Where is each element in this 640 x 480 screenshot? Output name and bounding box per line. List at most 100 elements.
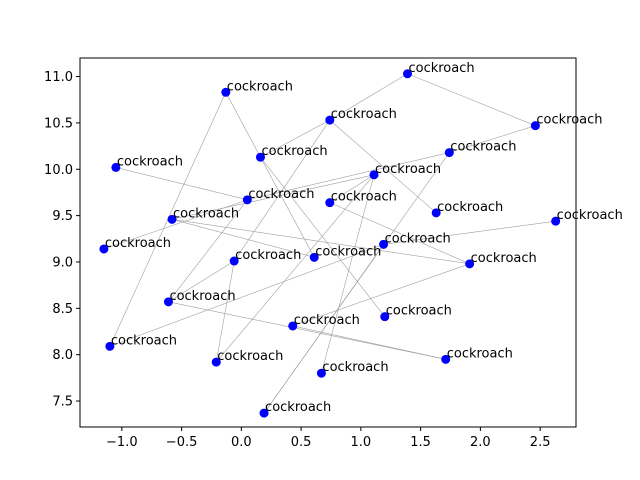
- edge-line: [115, 167, 248, 201]
- point-label: cockroach: [173, 206, 239, 221]
- point-label: cockroach: [331, 107, 397, 122]
- y-tick-label: 7.5: [52, 395, 73, 410]
- edge-line: [109, 244, 384, 347]
- data-point: [379, 239, 389, 249]
- data-point: [316, 368, 326, 378]
- x-tick-label: 0.0: [231, 435, 252, 450]
- edge-line: [329, 174, 375, 203]
- point-label: cockroach: [385, 231, 451, 246]
- edge-line: [329, 73, 408, 121]
- point-label: cockroach: [447, 346, 513, 361]
- x-tick-label: 1.0: [351, 435, 372, 450]
- point-label: cockroach: [294, 313, 360, 328]
- data-point: [465, 259, 475, 269]
- edge-line: [168, 199, 248, 303]
- point-label: cockroach: [557, 208, 623, 223]
- edge-line: [216, 174, 375, 363]
- point-label: cockroach: [315, 244, 381, 259]
- data-point: [369, 170, 379, 180]
- point-label: cockroach: [117, 154, 183, 169]
- edge-line: [449, 125, 536, 153]
- point-label: cockroach: [471, 251, 537, 266]
- point-label: cockroach: [217, 349, 283, 364]
- point-label: cockroach: [265, 400, 331, 415]
- edge-line: [329, 202, 470, 265]
- point-label: cockroach: [227, 79, 293, 94]
- y-axis: 7.5 8.0 8.5 9.0 9.5 10.0 10.5 11.0: [44, 70, 80, 410]
- edge-line: [215, 260, 235, 363]
- x-tick-label: 2.0: [470, 435, 491, 450]
- data-point: [167, 214, 177, 224]
- y-tick-label: 10.5: [44, 116, 73, 131]
- edge-line: [233, 119, 331, 262]
- data-point: [444, 148, 454, 158]
- data-point: [242, 195, 252, 205]
- x-tick-label: −1.0: [106, 435, 138, 450]
- edges-layer: [103, 73, 556, 414]
- point-label: cockroach: [450, 140, 516, 155]
- data-point: [325, 115, 335, 125]
- data-point: [229, 256, 239, 266]
- y-tick-label: 9.0: [52, 255, 73, 270]
- data-point: [402, 69, 412, 79]
- edge-line: [225, 92, 261, 158]
- edge-line: [260, 157, 386, 317]
- data-point: [288, 321, 298, 331]
- data-point: [211, 357, 221, 367]
- data-point: [163, 297, 173, 307]
- edge-line: [168, 301, 446, 360]
- data-point: [259, 408, 269, 418]
- point-label: cockroach: [111, 333, 177, 348]
- edge-line: [292, 263, 470, 327]
- x-tick-label: −0.5: [166, 435, 198, 450]
- data-point: [105, 341, 115, 351]
- point-label: cockroach: [375, 162, 441, 177]
- edge-line: [407, 73, 536, 126]
- x-tick-label: 1.5: [410, 435, 431, 450]
- data-point: [309, 252, 319, 262]
- edge-line: [292, 325, 446, 360]
- data-point: [255, 152, 265, 162]
- edge-line: [171, 174, 375, 220]
- data-point: [530, 121, 540, 131]
- point-label: cockroach: [437, 200, 503, 215]
- edge-line: [171, 219, 470, 265]
- data-point: [441, 354, 451, 364]
- y-tick-label: 11.0: [44, 70, 73, 85]
- edge-line: [329, 119, 437, 214]
- y-tick-label: 9.5: [52, 209, 73, 224]
- data-point: [551, 216, 561, 226]
- data-point: [221, 87, 231, 97]
- point-label: cockroach: [331, 190, 397, 205]
- edge-line: [321, 174, 375, 374]
- points-layer: [99, 69, 561, 418]
- x-tick-label: 2.5: [530, 435, 551, 450]
- x-tick-label: 0.5: [291, 435, 312, 450]
- y-tick-label: 8.0: [52, 348, 73, 363]
- edge-line: [260, 157, 315, 258]
- edge-line: [171, 219, 315, 258]
- data-point: [325, 198, 335, 208]
- point-label: cockroach: [322, 360, 388, 375]
- point-label: cockroach: [169, 289, 235, 304]
- point-label: cockroach: [536, 113, 602, 128]
- point-label: cockroach: [261, 144, 327, 159]
- data-point: [380, 312, 390, 322]
- labels-layer: cockroach cockroach cockroach cockroach cock…: [105, 61, 623, 415]
- point-label: cockroach: [235, 248, 301, 263]
- data-point: [431, 208, 441, 218]
- point-label: cockroach: [408, 61, 474, 76]
- edge-line: [263, 152, 450, 414]
- point-label: cockroach: [248, 187, 314, 202]
- data-point: [99, 244, 109, 254]
- y-tick-label: 8.5: [52, 302, 73, 317]
- plot-frame: [79, 57, 577, 428]
- data-point: [111, 162, 121, 172]
- point-label: cockroach: [386, 304, 452, 319]
- edge-line: [383, 220, 556, 245]
- edge-line: [168, 260, 235, 303]
- x-axis: −1.0 −0.5 0.0 0.5 1.0 1.5 2.0 2.5: [106, 427, 550, 450]
- edge-line: [260, 119, 330, 158]
- point-label: cockroach: [105, 236, 171, 251]
